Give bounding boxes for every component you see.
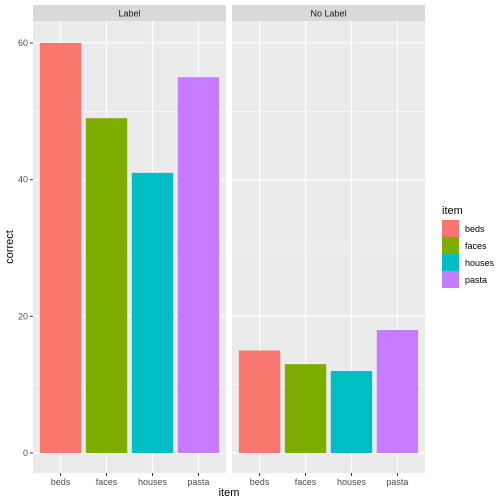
legend-swatch-faces: [442, 237, 459, 254]
legend-swatch-pasta: [442, 271, 459, 288]
legend-title: item: [442, 205, 463, 217]
bar-faces: [85, 118, 128, 454]
x-tick-label: beds: [250, 477, 270, 487]
facet-strip: [232, 5, 425, 21]
legend-label-beds: beds: [465, 224, 485, 234]
bar-beds: [238, 350, 281, 453]
bar-faces: [284, 364, 327, 453]
x-tick-label: beds: [51, 477, 71, 487]
legend-label-houses: houses: [465, 258, 495, 268]
legend-label-faces: faces: [465, 241, 487, 251]
legend: item beds faces houses pasta: [442, 205, 495, 288]
bar-houses: [131, 172, 174, 454]
bar-pasta: [177, 77, 220, 454]
y-tick-label: 40: [18, 175, 28, 185]
legend-label-pasta: pasta: [465, 275, 487, 285]
facet-strip: [33, 5, 226, 21]
bar-houses: [330, 371, 373, 453]
x-tick-label: houses: [138, 477, 168, 487]
legend-swatch-beds: [442, 220, 459, 237]
facet-strip-label: No Label: [310, 9, 346, 19]
x-tick-label: pasta: [187, 477, 209, 487]
x-tick-label: faces: [96, 477, 118, 487]
bar-pasta: [376, 330, 419, 453]
x-axis-title: item: [219, 487, 240, 499]
x-tick-label: pasta: [386, 477, 408, 487]
x-tick-label: faces: [295, 477, 317, 487]
facet-panels: Label beds faces houses pasta No Label beds fac…: [33, 5, 425, 487]
y-tick-label: 20: [18, 311, 28, 321]
y-axis-title: correct: [4, 230, 16, 264]
facet-strip-label: Label: [118, 9, 140, 19]
y-tick-label: 0: [23, 448, 28, 458]
y-tick-label: 60: [18, 38, 28, 48]
facet-panel: No Label beds faces houses pasta: [232, 5, 425, 487]
y-axis: 0 20 40 60: [18, 38, 33, 458]
facet-panel: Label beds faces houses pasta: [33, 5, 226, 487]
x-tick-label: houses: [337, 477, 367, 487]
bar-beds: [39, 43, 82, 453]
legend-swatch-houses: [442, 254, 459, 271]
